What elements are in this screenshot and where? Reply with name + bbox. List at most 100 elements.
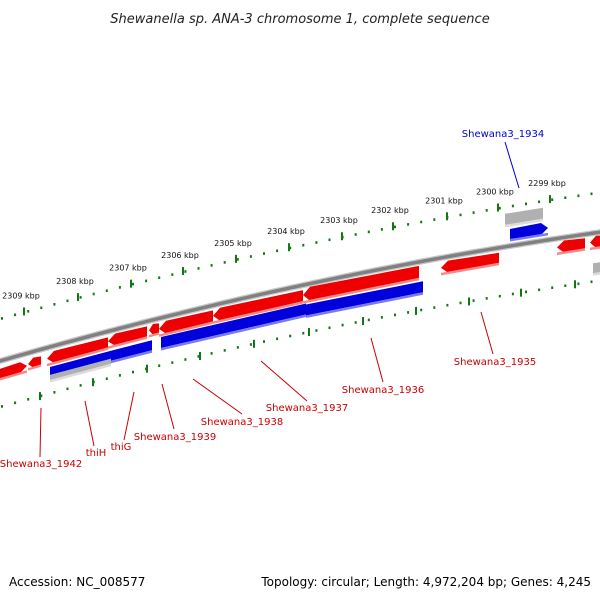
minor-tick bbox=[577, 282, 580, 286]
minor-tick bbox=[210, 264, 213, 267]
backbone-line bbox=[0, 230, 600, 363]
gene-shewana3-1939-shade bbox=[159, 321, 213, 337]
minor-tick bbox=[564, 196, 567, 199]
major-tick bbox=[235, 254, 237, 263]
minor-tick bbox=[420, 308, 423, 312]
minor-tick bbox=[223, 349, 226, 352]
minor-tick bbox=[27, 398, 30, 401]
gene-reverse-thiH bbox=[111, 340, 152, 364]
minor-tick bbox=[223, 261, 226, 264]
gene-unlabeled-edge-body bbox=[590, 235, 600, 248]
minor-tick bbox=[249, 255, 252, 258]
minor-tick bbox=[79, 384, 82, 387]
inner-major-tick bbox=[415, 306, 417, 315]
gene-unlabeled-left-body bbox=[0, 362, 27, 379]
minor-tick bbox=[511, 292, 514, 296]
minor-tick bbox=[525, 202, 527, 206]
minor-tick bbox=[577, 194, 580, 198]
minor-tick bbox=[145, 279, 148, 283]
minor-tick bbox=[105, 289, 108, 292]
gene-label: thiG bbox=[111, 442, 132, 453]
minor-tick bbox=[485, 297, 488, 300]
minor-tick bbox=[1, 405, 3, 408]
gene-thiG-shade bbox=[149, 332, 159, 338]
gene-reverse-1938-shade bbox=[161, 314, 306, 351]
kbp-label: 2303 kbp bbox=[320, 216, 358, 225]
minor-tick bbox=[66, 299, 69, 303]
minor-tick bbox=[14, 401, 17, 405]
minor-tick bbox=[420, 220, 423, 224]
major-tick bbox=[288, 243, 290, 252]
minor-tick bbox=[158, 364, 161, 367]
minor-tick bbox=[394, 225, 396, 229]
inner-major-tick bbox=[362, 317, 364, 326]
minor-tick bbox=[158, 276, 161, 279]
gene-leader-line bbox=[192, 378, 243, 415]
minor-tick bbox=[14, 313, 17, 317]
gene-unlabeled-small-body bbox=[28, 356, 41, 368]
minor-tick bbox=[446, 303, 449, 307]
minor-tick bbox=[40, 394, 43, 398]
gene-unlabeled-edge bbox=[590, 235, 600, 251]
minor-tick bbox=[407, 311, 410, 314]
gene-leader-line bbox=[39, 407, 42, 458]
minor-tick bbox=[92, 292, 95, 296]
minor-tick bbox=[197, 267, 200, 270]
gene-shewana3-1934 bbox=[510, 223, 548, 242]
gene-unlabeled-small bbox=[28, 356, 41, 371]
minor-tick bbox=[302, 243, 305, 247]
gene-reverse-1936-shade bbox=[306, 292, 423, 318]
map-title: Shewanella sp. ANA-3 chromosome 1, compl… bbox=[110, 12, 489, 27]
gene-shewana3-1937-shade bbox=[303, 277, 419, 304]
minor-tick bbox=[433, 218, 436, 221]
inner-major-tick bbox=[308, 328, 310, 337]
feature-grey-1942-shade bbox=[50, 363, 111, 383]
minor-tick bbox=[171, 273, 174, 276]
outer-tick-track bbox=[1, 192, 593, 320]
gene-unlabeled-right-body bbox=[557, 238, 585, 253]
inner-major-tick bbox=[520, 288, 522, 297]
minor-tick bbox=[433, 306, 436, 309]
chromosome-backbone bbox=[0, 229, 600, 365]
minor-tick bbox=[105, 377, 108, 380]
feature-grey-1942 bbox=[50, 358, 111, 383]
gene-shewana3-1935-body bbox=[441, 252, 499, 273]
gene-label: Shewana3_1939 bbox=[134, 432, 216, 443]
gene-features bbox=[0, 207, 600, 383]
minor-tick bbox=[354, 321, 357, 324]
minor-tick bbox=[328, 238, 331, 242]
gene-reverse-thiH-shade bbox=[111, 350, 152, 364]
gene-leader-line bbox=[84, 400, 95, 447]
minor-tick bbox=[302, 331, 305, 335]
gene-shewana3-1942-shade bbox=[47, 347, 108, 367]
minor-tick bbox=[263, 252, 265, 255]
gene-unlabeled-right bbox=[557, 238, 585, 255]
minor-tick bbox=[407, 223, 410, 226]
minor-tick bbox=[315, 241, 318, 244]
minor-tick bbox=[380, 228, 383, 231]
major-tick bbox=[341, 232, 343, 241]
minor-tick bbox=[132, 370, 134, 374]
topology-text: Topology: circular; Length: 4,972,204 bp… bbox=[260, 575, 591, 589]
gene-leader-line bbox=[480, 311, 494, 355]
inner-major-tick bbox=[253, 339, 255, 348]
gene-shewana3-1935 bbox=[441, 252, 499, 276]
major-tick bbox=[446, 212, 448, 221]
minor-tick bbox=[40, 306, 43, 310]
kbp-ruler: 2309 kbp 2308 kbp 2307 kbp 2306 kbp 2305 kbp… bbox=[1, 179, 593, 408]
gene-unlabeled-edge-shade bbox=[590, 246, 600, 251]
gene-leader-line bbox=[370, 337, 384, 383]
gene-label: Shewana3_1938 bbox=[201, 417, 283, 428]
minor-tick bbox=[66, 387, 69, 391]
major-tick bbox=[130, 279, 132, 288]
gene-labels: Shewana3_1934 Shewana3_1935 Shewana3_1936 S… bbox=[0, 129, 544, 470]
minor-tick bbox=[276, 249, 279, 253]
minor-tick bbox=[525, 290, 527, 294]
minor-tick bbox=[171, 361, 174, 364]
minor-tick bbox=[485, 209, 488, 212]
minor-tick bbox=[564, 284, 567, 287]
gene-label: thiH bbox=[86, 448, 107, 459]
gene-label: Shewana3_1934 bbox=[462, 129, 544, 140]
kbp-label: 2304 kbp bbox=[267, 227, 305, 236]
minor-tick bbox=[538, 200, 541, 204]
